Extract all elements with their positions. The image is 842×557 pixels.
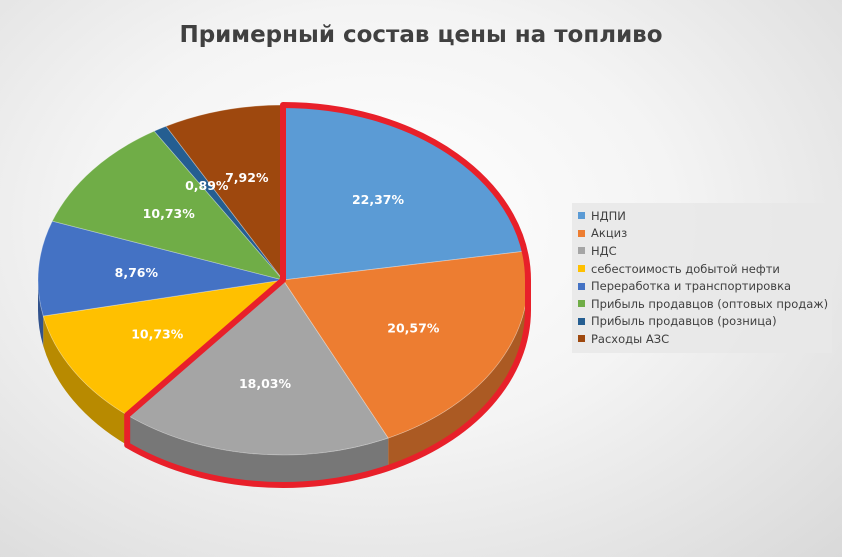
legend-item-1: НДПИ bbox=[578, 207, 826, 225]
legend-item-5: Переработка и транспортировка bbox=[578, 277, 826, 295]
legend-label: себестоимость добытой нефти bbox=[591, 261, 780, 276]
pie-top-layer bbox=[37, 104, 529, 456]
legend-label: Прибыль продавцов (оптовых продаж) bbox=[591, 296, 829, 311]
slice-label-7: 0,89% bbox=[185, 178, 229, 193]
legend-swatch bbox=[578, 335, 585, 343]
legend-swatch bbox=[578, 282, 585, 290]
legend-label: Прибыль продавцов (розница) bbox=[591, 314, 777, 329]
legend-item-7: Прибыль продавцов (розница) bbox=[578, 313, 826, 331]
slice-label-3: 18,03% bbox=[239, 376, 292, 391]
legend-label: Расходы АЗС bbox=[591, 331, 670, 346]
slice-3 bbox=[126, 279, 389, 456]
slice-5 bbox=[37, 220, 284, 317]
legend-label: Акциз bbox=[591, 226, 628, 241]
legend-item-4: себестоимость добытой нефти bbox=[578, 260, 826, 278]
slice-label-1: 22,37% bbox=[352, 192, 405, 207]
slice-label-2: 20,57% bbox=[387, 321, 440, 336]
legend-swatch bbox=[578, 212, 585, 220]
slice-4 bbox=[42, 279, 285, 416]
legend-item-3: НДС bbox=[578, 242, 826, 260]
slice-8 bbox=[165, 104, 284, 282]
slice-label-4: 10,73% bbox=[131, 326, 184, 341]
slice-6 bbox=[51, 130, 285, 281]
slice-side-4 bbox=[43, 316, 128, 446]
legend-swatch bbox=[578, 317, 585, 325]
pie-labels-layer: 22,37% 20,57% 18,03% 10,73% 8,76% 10,73% 0,89%… bbox=[115, 170, 440, 391]
slice-label-8: 7,92% bbox=[225, 170, 269, 185]
slice-side-5 bbox=[38, 280, 44, 347]
chart-title: Примерный состав цены на топливо bbox=[179, 22, 663, 48]
slice-label-6: 10,73% bbox=[143, 206, 196, 221]
legend-item-2: Акциз bbox=[578, 225, 826, 243]
legend-swatch bbox=[578, 265, 585, 273]
legend-item-6: Прибыль продавцов (оптовых продаж) bbox=[578, 295, 829, 313]
legend-label: Переработка и транспортировка bbox=[591, 279, 792, 294]
slice-7 bbox=[153, 125, 284, 281]
legend-swatch bbox=[578, 300, 585, 308]
legend-item-8: Расходы АЗС bbox=[578, 330, 826, 348]
slice-side-3 bbox=[127, 415, 389, 485]
legend-swatch bbox=[578, 247, 585, 255]
slice-label-5: 8,76% bbox=[115, 265, 159, 280]
highlight-outline bbox=[124, 102, 531, 488]
legend: НДПИ Акциз НДС себестоимость добытой нефти П… bbox=[572, 203, 832, 353]
legend-label: НДПИ bbox=[591, 208, 626, 223]
legend-swatch bbox=[578, 229, 585, 237]
legend-label: НДС bbox=[591, 243, 617, 258]
